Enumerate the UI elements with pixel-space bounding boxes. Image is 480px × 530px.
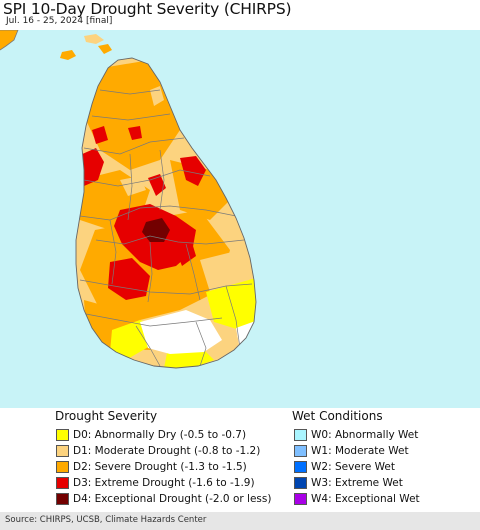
map-title: SPI 10-Day Drought Severity (CHIRPS)	[3, 0, 292, 18]
wet-swatch	[294, 461, 307, 473]
drought-map	[0, 30, 480, 408]
drought-legend-label: D4: Exceptional Drought (-2.0 or less)	[73, 493, 272, 505]
drought-legend-label: D2: Severe Drought (-1.3 to -1.5)	[73, 461, 247, 473]
drought-swatch	[56, 461, 69, 473]
drought-legend-label: D0: Abnormally Dry (-0.5 to -0.7)	[73, 429, 247, 441]
drought-swatch	[56, 493, 69, 505]
drought-swatch	[56, 429, 69, 441]
india-coast	[0, 30, 18, 50]
drought-legend-label: D3: Extreme Drought (-1.6 to -1.9)	[73, 477, 255, 489]
drought-legend-label: D1: Moderate Drought (-0.8 to -1.2)	[73, 445, 261, 457]
wet-legend-title: Wet Conditions	[292, 409, 383, 423]
source-text: Source: CHIRPS, UCSB, Climate Hazards Ce…	[5, 515, 207, 525]
map-subtitle: Jul. 16 - 25, 2024 [final]	[6, 16, 113, 26]
wet-swatch	[294, 493, 307, 505]
wet-legend-label: W0: Abnormally Wet	[311, 429, 419, 441]
wet-swatch	[294, 477, 307, 489]
wet-swatch	[294, 429, 307, 441]
wet-legend-label: W2: Severe Wet	[311, 461, 395, 473]
drought-swatch	[56, 477, 69, 489]
source-bar: Source: CHIRPS, UCSB, Climate Hazards Ce…	[0, 512, 480, 530]
wet-legend-label: W1: Moderate Wet	[311, 445, 409, 457]
district-boundaries	[79, 89, 253, 367]
wet-legend-label: W3: Extreme Wet	[311, 477, 403, 489]
wet-legend-label: W4: Exceptional Wet	[311, 493, 420, 505]
drought-swatch	[56, 445, 69, 457]
drought-legend-title: Drought Severity	[55, 409, 158, 423]
legend: Drought Severity D0: Abnormally Dry (-0.…	[0, 409, 480, 511]
ocean	[0, 30, 480, 408]
wet-swatch	[294, 445, 307, 457]
